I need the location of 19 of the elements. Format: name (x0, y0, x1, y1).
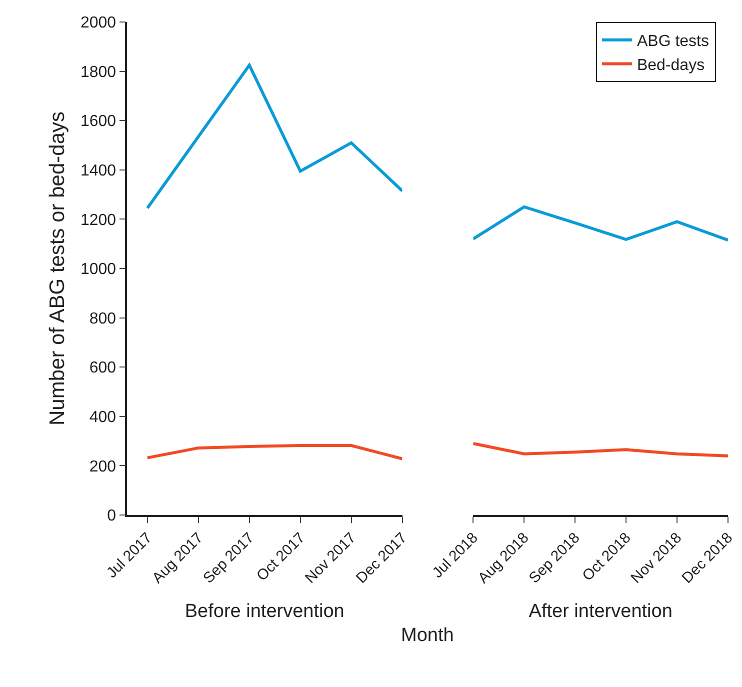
y-tick-label: 800 (89, 310, 116, 328)
y-tick-label: 1000 (80, 261, 116, 278)
y-tick-label: 0 (107, 508, 116, 525)
y-tick-label: 600 (89, 360, 116, 377)
line-series (146, 64, 402, 210)
y-axis-title: Number of ABG tests or bed-days (46, 112, 70, 426)
text: Month (401, 625, 454, 646)
y-tick-label: 1600 (80, 113, 116, 130)
y-tick-label: 2000 (80, 14, 116, 32)
legend-label: Bed-days (636, 56, 705, 74)
y-tick-label: 400 (89, 409, 116, 426)
y-tick-label: 1800 (80, 64, 116, 81)
x-axis-title: Before intervention (184, 601, 344, 622)
legend-label: ABG tests (636, 33, 710, 50)
line-series (146, 444, 402, 460)
x-axis-title: After intervention (528, 601, 672, 622)
y-tick-label: 200 (89, 458, 116, 476)
y-tick-label: 1400 (80, 162, 116, 180)
y-tick-label: 1200 (80, 212, 116, 229)
